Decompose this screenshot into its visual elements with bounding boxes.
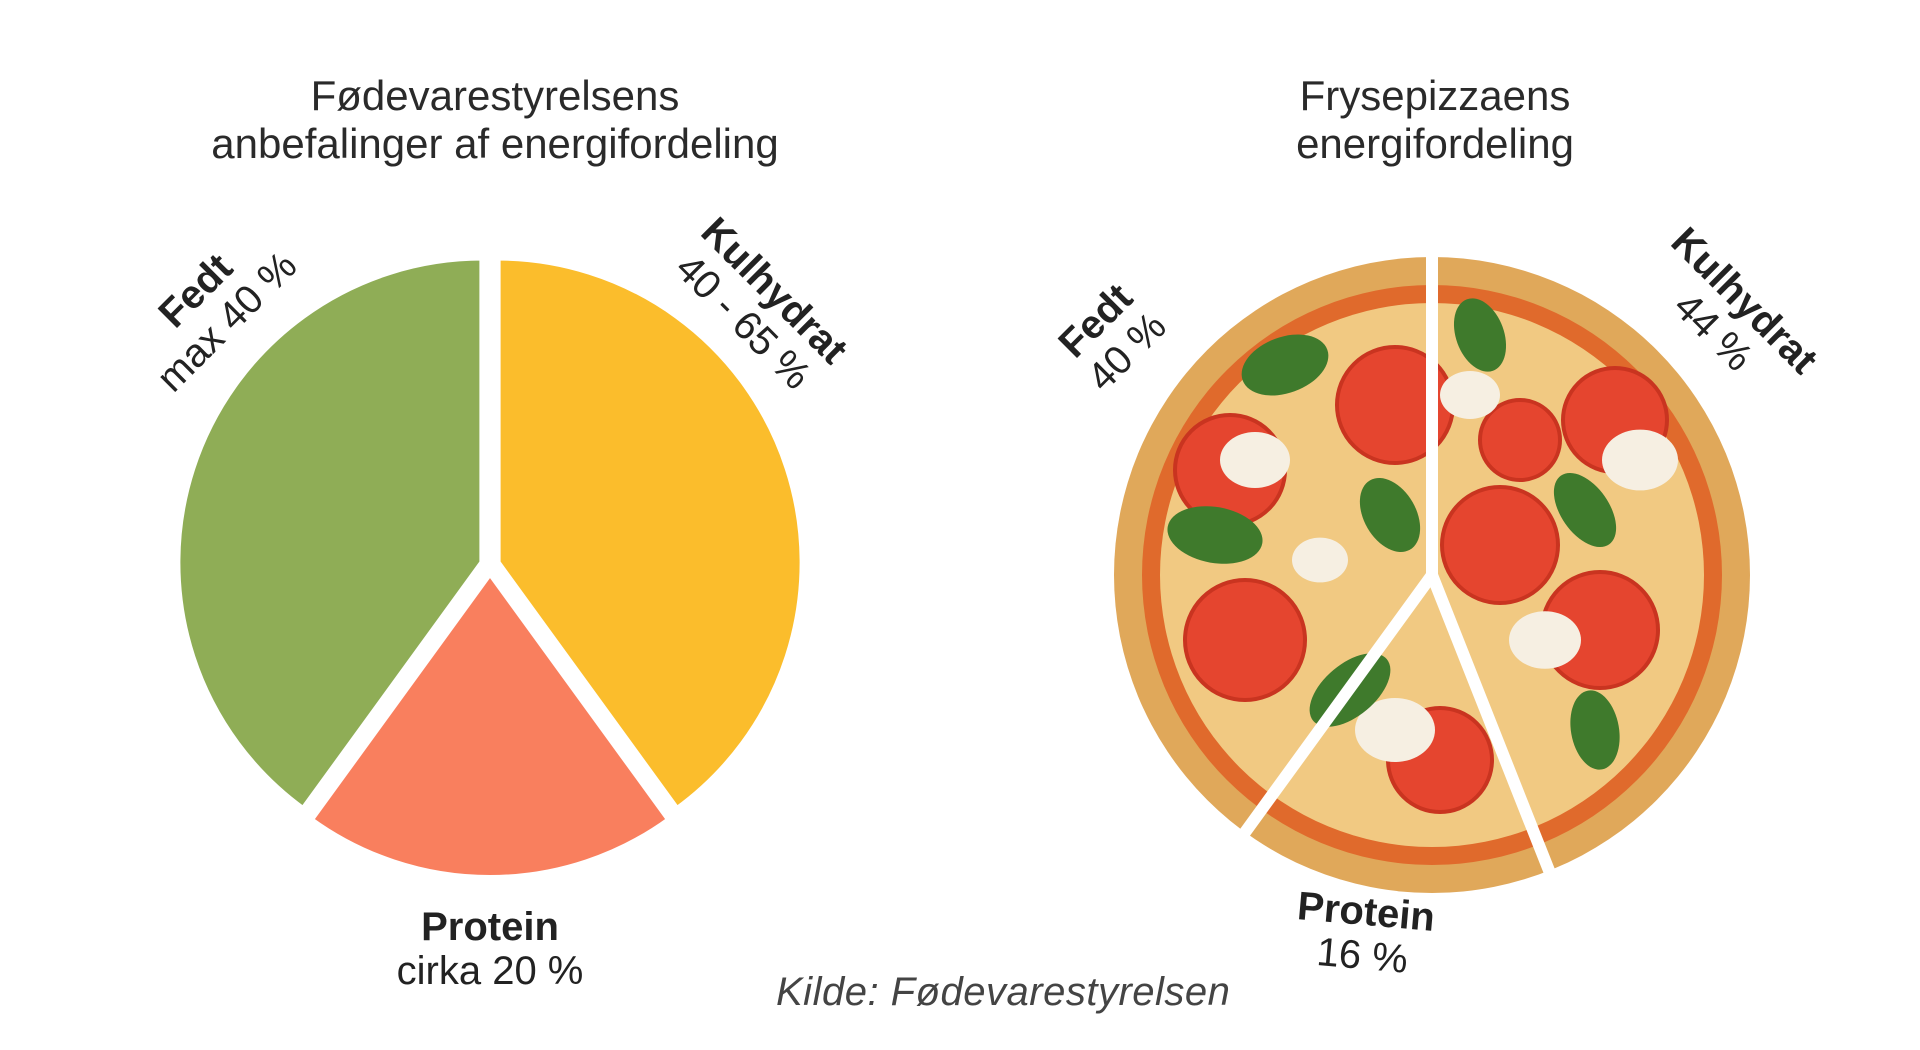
tomato-slice: [1478, 398, 1562, 482]
tomato-slice: [1440, 485, 1560, 605]
slice-kulhydrat: [494, 254, 806, 814]
left-chart-title: Fødevarestyrelsens anbefalinger af energ…: [211, 72, 779, 167]
pizza-pie: [1114, 245, 1750, 893]
pizza-cut-fedt: [1233, 571, 1437, 846]
slice-fedt: [174, 254, 486, 814]
basil-leaf: [1167, 506, 1263, 564]
recommendation-pie: [174, 254, 806, 881]
basil-leaf: [1453, 298, 1507, 372]
mozzarella: [1509, 611, 1581, 669]
basil-leaf: [1241, 334, 1329, 396]
mozzarella: [1602, 429, 1678, 491]
pizza-cut-protein: [1426, 572, 1560, 885]
mozzarella: [1355, 698, 1435, 762]
basil-leaf: [1359, 478, 1421, 552]
right-protein-value: 16 %: [1315, 930, 1410, 982]
tomato-slice: [1183, 578, 1307, 702]
right-chart-title: Frysepizzaens energifordeling: [1296, 72, 1574, 167]
basil-leaf: [1553, 472, 1617, 548]
basil-leaf: [1570, 690, 1620, 770]
source-note: Kilde: Fødevarestyrelsen: [776, 970, 1231, 1014]
slice-protein: [306, 567, 674, 881]
mozzarella: [1220, 432, 1290, 488]
mozzarella: [1292, 537, 1348, 583]
mozzarella: [1440, 371, 1500, 419]
left-protein-value: cirka 20 %: [397, 949, 584, 993]
left-protein-name: Protein: [421, 905, 559, 949]
